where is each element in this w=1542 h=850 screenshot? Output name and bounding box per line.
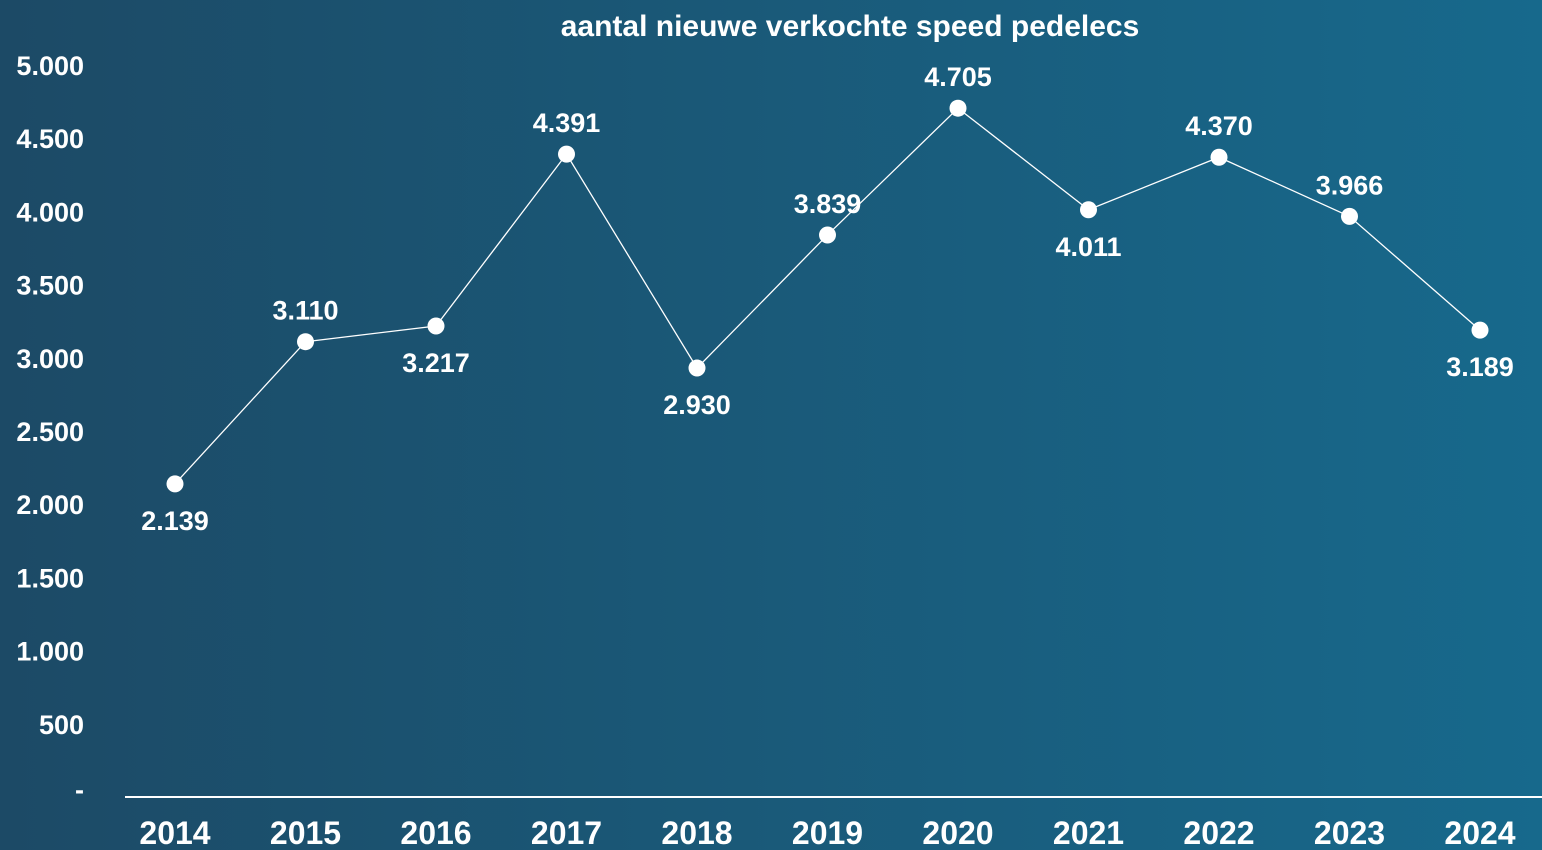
- x-tick-label: 2019: [792, 815, 863, 850]
- data-point: [1210, 148, 1228, 166]
- data-label: 3.839: [794, 189, 862, 219]
- x-tick-label: 2022: [1183, 815, 1254, 850]
- data-label: 2.930: [663, 390, 731, 420]
- x-axis: 2014 2015 2016 2017 2018 2019 2020 2021 2022 2023…: [139, 815, 1515, 850]
- data-label: 4.705: [924, 62, 992, 92]
- x-tick-label: 2020: [922, 815, 993, 850]
- data-label: 3.189: [1446, 352, 1514, 382]
- data-point: [949, 99, 967, 117]
- y-tick-label: 1.500: [16, 563, 84, 593]
- data-label: 4.391: [533, 108, 601, 138]
- data-point: [297, 333, 314, 351]
- series-line: [174, 107, 1481, 485]
- data-label: 2.139: [141, 506, 209, 536]
- x-tick-label: 2024: [1444, 815, 1515, 850]
- y-tick-label: 4.000: [16, 197, 84, 227]
- y-tick-label: -: [75, 775, 84, 805]
- x-tick-label: 2014: [139, 815, 210, 850]
- y-tick-label: 4.500: [16, 124, 84, 154]
- data-label: 4.011: [1055, 232, 1121, 262]
- data-label: 3.966: [1316, 170, 1384, 200]
- y-tick-label: 3.500: [16, 271, 84, 301]
- data-point: [558, 145, 575, 163]
- data-point: [688, 359, 706, 377]
- data-label: 4.370: [1185, 111, 1253, 141]
- y-tick-label: 1.000: [16, 637, 84, 667]
- series-group: [166, 99, 1489, 493]
- x-tick-label: 2023: [1314, 815, 1385, 850]
- y-axis: - 500 1.000 1.500 2.000 2.500 3.000 3.500 4.000 4…: [16, 51, 84, 805]
- y-tick-label: 3.000: [16, 344, 84, 374]
- data-point: [166, 475, 184, 493]
- x-tick-label: 2017: [531, 815, 602, 850]
- y-tick-label: 5.000: [16, 51, 84, 81]
- data-point: [1341, 207, 1358, 225]
- y-tick-label: 2.500: [16, 417, 84, 447]
- data-labels-group: 2.139 3.110 3.217 4.391 2.930 3.839 4.705 4.011…: [141, 62, 1514, 536]
- data-point: [1471, 321, 1489, 339]
- data-label: 3.110: [272, 296, 338, 326]
- chart-title: aantal nieuwe verkochte speed pedelecs: [561, 10, 1140, 43]
- data-point: [819, 226, 836, 244]
- x-tick-label: 2021: [1053, 815, 1124, 850]
- x-tick-label: 2015: [270, 815, 341, 850]
- data-label: 3.217: [402, 348, 470, 378]
- x-tick-label: 2016: [400, 815, 471, 850]
- data-point: [1080, 201, 1097, 219]
- y-tick-label: 2.000: [16, 490, 84, 520]
- x-tick-label: 2018: [661, 815, 732, 850]
- y-tick-label: 500: [39, 710, 84, 740]
- data-point: [427, 317, 445, 335]
